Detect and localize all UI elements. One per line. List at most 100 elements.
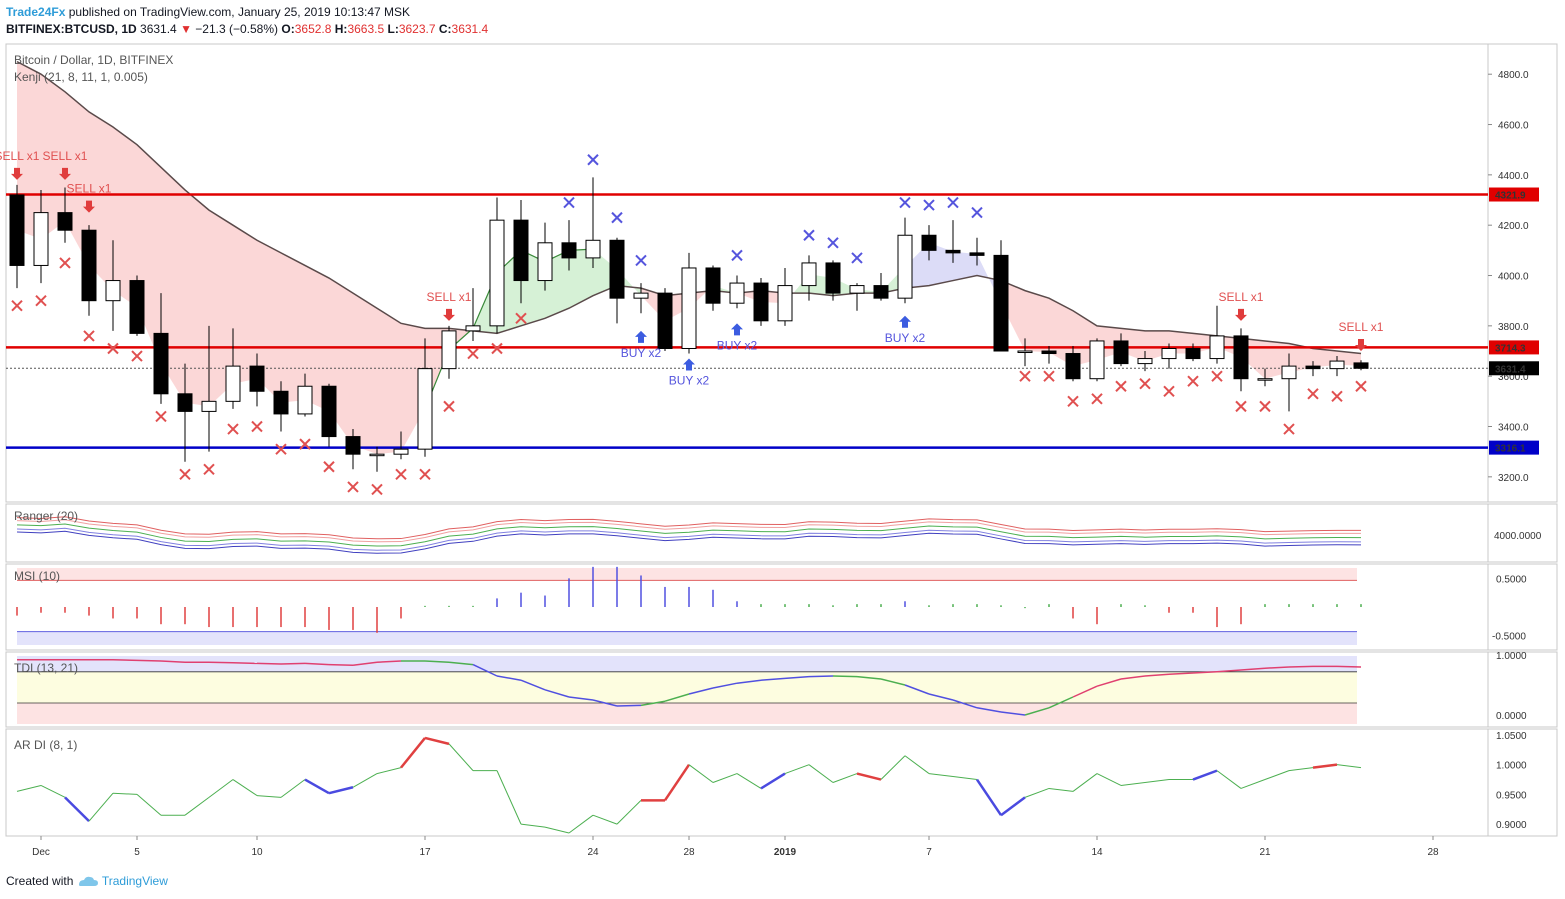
ardi-line-segment xyxy=(880,755,906,780)
buy-signal-label: BUY x2 xyxy=(669,374,710,388)
price-tick-label: 4800.0 xyxy=(1498,70,1529,81)
buy-x-mark xyxy=(899,196,911,209)
ardi-line-segment xyxy=(544,826,570,834)
sell-signal-label: SELL x1 xyxy=(1339,320,1384,334)
sell-x-mark xyxy=(131,350,143,362)
created-with-text: Created with xyxy=(6,874,74,888)
time-tick-label: 7 xyxy=(926,847,932,858)
tdi-line-segment xyxy=(1048,696,1074,709)
tdi-line-segment xyxy=(568,696,594,701)
kenji-cloud-segment xyxy=(353,293,377,455)
kenji-cloud-segment xyxy=(305,265,329,412)
buy-arrow-icon xyxy=(731,323,743,336)
ardi-line-segment xyxy=(592,814,618,825)
price-tick-label: 4200.0 xyxy=(1498,221,1529,232)
sell-x-mark xyxy=(299,438,311,450)
tdi-line-segment xyxy=(376,660,402,663)
candle-body xyxy=(393,448,409,455)
candle-body xyxy=(921,234,937,251)
tdi-line-segment xyxy=(1192,671,1218,674)
publish-header: Trade24Fx published on TradingView.com, … xyxy=(6,5,410,19)
sell-x-mark xyxy=(155,410,167,423)
buy-x-mark xyxy=(587,154,599,166)
candle-body xyxy=(417,368,433,450)
candle-body xyxy=(225,365,241,402)
candle-body xyxy=(537,242,553,282)
price-tick-label: 4400.0 xyxy=(1498,171,1529,182)
msi-label: MSI (10) xyxy=(14,569,60,583)
tdi-line-segment xyxy=(424,660,450,663)
price-tick-label: 4000.0 xyxy=(1498,272,1529,283)
tdi-line-segment xyxy=(928,693,954,701)
level-price-label-1: 3714.3 xyxy=(1495,343,1526,354)
symbol-label: BITFINEX:BTCUSD, 1D xyxy=(6,22,137,36)
price-tick-label: 4600.0 xyxy=(1498,121,1529,132)
candle-body xyxy=(969,252,985,256)
tdi-line-segment xyxy=(496,675,522,681)
ranger-tick-label: 4000.0000 xyxy=(1494,531,1542,542)
candle-body xyxy=(633,292,649,299)
ardi-line-segment xyxy=(663,763,691,802)
ardi-line-segment xyxy=(856,772,882,781)
ardi-line-segment xyxy=(520,823,546,828)
tdi-line-segment xyxy=(688,687,714,695)
tdi-line-segment xyxy=(760,677,786,681)
tdi-line-segment xyxy=(1216,669,1242,673)
sell-signal-label: SELL x1 xyxy=(427,290,472,304)
buy-signal-label: BUY x2 xyxy=(717,338,758,352)
tdi-line-segment xyxy=(1288,665,1314,668)
price-tick-label: 3400.0 xyxy=(1498,423,1529,434)
sell-x-mark xyxy=(1187,375,1199,387)
tdi-line-segment xyxy=(1000,711,1026,716)
candle-body xyxy=(777,285,793,322)
ardi-line-segment xyxy=(1264,770,1290,780)
sell-x-mark xyxy=(59,257,71,269)
tdi-line-segment xyxy=(1264,666,1290,669)
close-label: C: xyxy=(438,22,452,36)
ardi-line-segment xyxy=(256,795,282,798)
candle-body xyxy=(1257,378,1273,381)
sell-x-mark xyxy=(1163,385,1175,397)
candle-body xyxy=(1281,365,1297,380)
buy-x-mark xyxy=(803,229,815,241)
time-tick-label: 10 xyxy=(251,847,263,858)
ardi-line-segment xyxy=(760,772,786,790)
buy-x-mark xyxy=(851,252,863,264)
candle-body xyxy=(1017,350,1033,354)
tdi-line-segment xyxy=(832,675,858,678)
sell-x-mark xyxy=(347,481,359,493)
candle-body xyxy=(825,262,841,294)
publisher-name[interactable]: Trade24Fx xyxy=(6,5,66,19)
tdi-line-segment xyxy=(640,700,666,707)
ardi-line-segment xyxy=(424,736,450,746)
footer: Created with TradingView xyxy=(6,874,168,888)
ardi-line-segment xyxy=(88,792,114,822)
ardi-line-segment xyxy=(208,779,234,798)
close-value: 3631.4 xyxy=(451,22,489,36)
tdi-line-segment xyxy=(952,699,978,709)
chart-title: Bitcoin / Dollar, 1D, BITFINEX xyxy=(14,53,173,67)
tdi-line-segment xyxy=(520,679,546,691)
kenji-cloud-segment xyxy=(953,251,977,281)
candle-body xyxy=(945,249,961,254)
candle-body xyxy=(105,280,121,302)
ohlc-header: BITFINEX:BTCUSD, 1D 3631.4 ▼ −21.3 (−0.5… xyxy=(6,22,488,36)
sell-arrow-icon xyxy=(59,167,71,180)
sell-x-mark xyxy=(179,468,191,481)
candle-body xyxy=(297,385,313,415)
sell-x-mark xyxy=(1019,370,1031,382)
candle-body xyxy=(705,267,721,304)
tradingview-brand[interactable]: TradingView xyxy=(101,874,168,888)
ardi-line-segment xyxy=(808,764,834,783)
ardi-line-segment xyxy=(975,778,1003,816)
sell-x-mark xyxy=(1283,423,1295,435)
ardi-line-segment xyxy=(1000,796,1026,817)
level-price-label-0: 4321.9 xyxy=(1495,191,1526,202)
ranger-line-1 xyxy=(16,519,1362,543)
buy-x-mark xyxy=(611,211,623,224)
kenji-cloud-segment xyxy=(185,189,209,407)
ardi-line-segment xyxy=(1048,787,1074,792)
tdi-line-segment xyxy=(232,662,258,665)
ardi-line-segment xyxy=(1336,764,1362,769)
